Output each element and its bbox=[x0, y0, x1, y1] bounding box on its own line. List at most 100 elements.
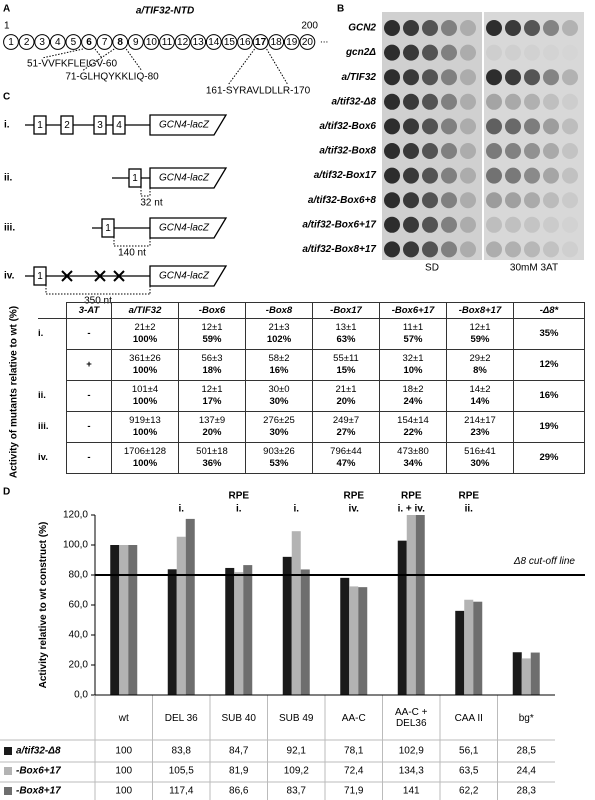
box-circle bbox=[143, 34, 160, 50]
bar bbox=[397, 540, 407, 695]
spot bbox=[403, 118, 419, 135]
value-label: 102,9 bbox=[399, 746, 424, 757]
cell-activity: 516±41 bbox=[464, 446, 496, 457]
spot bbox=[486, 192, 502, 209]
mutation-cross bbox=[94, 270, 106, 282]
spot bbox=[441, 118, 457, 135]
bar bbox=[176, 536, 186, 695]
spot bbox=[460, 192, 476, 209]
spot bbox=[384, 93, 400, 110]
spot bbox=[505, 93, 521, 110]
spot bbox=[486, 167, 502, 184]
spot bbox=[562, 69, 578, 86]
cell-percent: 30% bbox=[269, 396, 289, 407]
spot bbox=[384, 69, 400, 86]
table-cell: 12±1 59% bbox=[446, 318, 514, 350]
box-number: 14 bbox=[208, 37, 220, 48]
spot bbox=[422, 93, 438, 110]
spot bbox=[422, 20, 438, 36]
motif-connector bbox=[94, 48, 103, 59]
box-circle bbox=[159, 34, 175, 50]
bar bbox=[128, 545, 138, 695]
spot bbox=[486, 44, 502, 61]
row-3at: - bbox=[66, 442, 112, 474]
table-cell: 473±80 34% bbox=[379, 442, 447, 474]
cell-activity: 58±2 bbox=[268, 353, 290, 364]
spot bbox=[562, 20, 578, 36]
construct-label: iv. bbox=[4, 271, 15, 282]
spot bbox=[460, 167, 476, 184]
spot bbox=[505, 241, 521, 258]
spot bbox=[505, 20, 521, 36]
y-tick-label: 0,0 bbox=[74, 690, 88, 701]
spot bbox=[524, 20, 540, 36]
box-number: 13 bbox=[193, 37, 205, 48]
cell-activity: 55±11 bbox=[333, 353, 359, 364]
y-tick-label: 20,0 bbox=[69, 660, 89, 671]
cell-activity: 154±14 bbox=[397, 415, 429, 426]
cutoff-label-box: Δ8 cut-off line bbox=[513, 555, 575, 567]
table-cell: 21±1 20% bbox=[312, 380, 380, 412]
distance-label: 32 nt bbox=[140, 198, 162, 209]
table-cell: i. bbox=[38, 319, 67, 350]
cell-percent: 53% bbox=[269, 458, 289, 469]
cell-activity: 21±3 bbox=[268, 322, 290, 333]
spot bbox=[403, 143, 419, 159]
spot bbox=[524, 192, 540, 209]
strain-label: a/tif32-Box6 bbox=[319, 121, 376, 132]
cell-percent: 34% bbox=[403, 458, 423, 469]
y-tick-label: 120,0 bbox=[63, 510, 88, 521]
spot bbox=[524, 118, 540, 135]
table-cell: 516±41 30% bbox=[446, 442, 514, 474]
motif-connector bbox=[41, 48, 84, 59]
cutoff-label: Δ8 cut-off line bbox=[513, 555, 575, 567]
uorf-box bbox=[93, 115, 107, 135]
cell-activity: 21±2 bbox=[134, 322, 156, 333]
motif-label: 71-GLHQYKKLIQ-80 bbox=[65, 72, 159, 83]
table-header: -Box17 bbox=[312, 302, 380, 319]
table-cell: 58±2 16% bbox=[245, 349, 313, 381]
spot bbox=[441, 143, 457, 159]
spot bbox=[524, 216, 540, 233]
spot bbox=[441, 216, 457, 233]
spot bbox=[505, 69, 521, 86]
x-tick-label-box: CAA II bbox=[454, 712, 483, 724]
table-cell: 137±9 20% bbox=[178, 411, 246, 443]
spot bbox=[524, 241, 540, 258]
row-construct: i. bbox=[38, 328, 44, 340]
cell-activity: 501±18 bbox=[196, 446, 228, 457]
bar bbox=[473, 601, 483, 695]
cell-activity: 14±2 bbox=[469, 384, 491, 395]
table-cell: 796±44 47% bbox=[312, 442, 380, 474]
bar bbox=[340, 577, 350, 695]
spot bbox=[562, 192, 578, 209]
cell-activity: 214±17 bbox=[464, 415, 496, 426]
bar bbox=[521, 658, 531, 695]
strain-label: a/TIF32 bbox=[342, 72, 377, 83]
cell-activity: 276±25 bbox=[263, 415, 295, 426]
uorf-box bbox=[60, 115, 74, 135]
box-circle bbox=[34, 34, 51, 50]
spot bbox=[403, 93, 419, 110]
table-cell: 13±1 63% bbox=[312, 318, 380, 350]
reporter-label: GCN4-lacZ bbox=[159, 120, 210, 131]
spot bbox=[422, 216, 438, 233]
row-construct: ii. bbox=[38, 390, 46, 401]
cell-activity: 32±1 bbox=[402, 353, 424, 364]
spot bbox=[524, 93, 540, 110]
spot bbox=[486, 20, 502, 36]
construct-label: i. bbox=[4, 120, 10, 131]
table-cell: iv. bbox=[38, 443, 67, 474]
cell-percent: 10% bbox=[403, 365, 423, 376]
table-cell: 30±0 30% bbox=[245, 380, 313, 412]
x-tick-label-box: SUB 40 bbox=[222, 713, 256, 724]
spot bbox=[384, 241, 400, 258]
bar bbox=[530, 652, 540, 695]
table-cell: 12±1 59% bbox=[178, 318, 246, 350]
table-cell: 361±26 100% bbox=[111, 349, 179, 381]
spot bbox=[543, 20, 559, 36]
cell-activity: 11±1 bbox=[402, 322, 424, 333]
spot bbox=[403, 192, 419, 209]
x-tick-label: CAA II bbox=[454, 712, 483, 724]
bar bbox=[464, 599, 474, 695]
